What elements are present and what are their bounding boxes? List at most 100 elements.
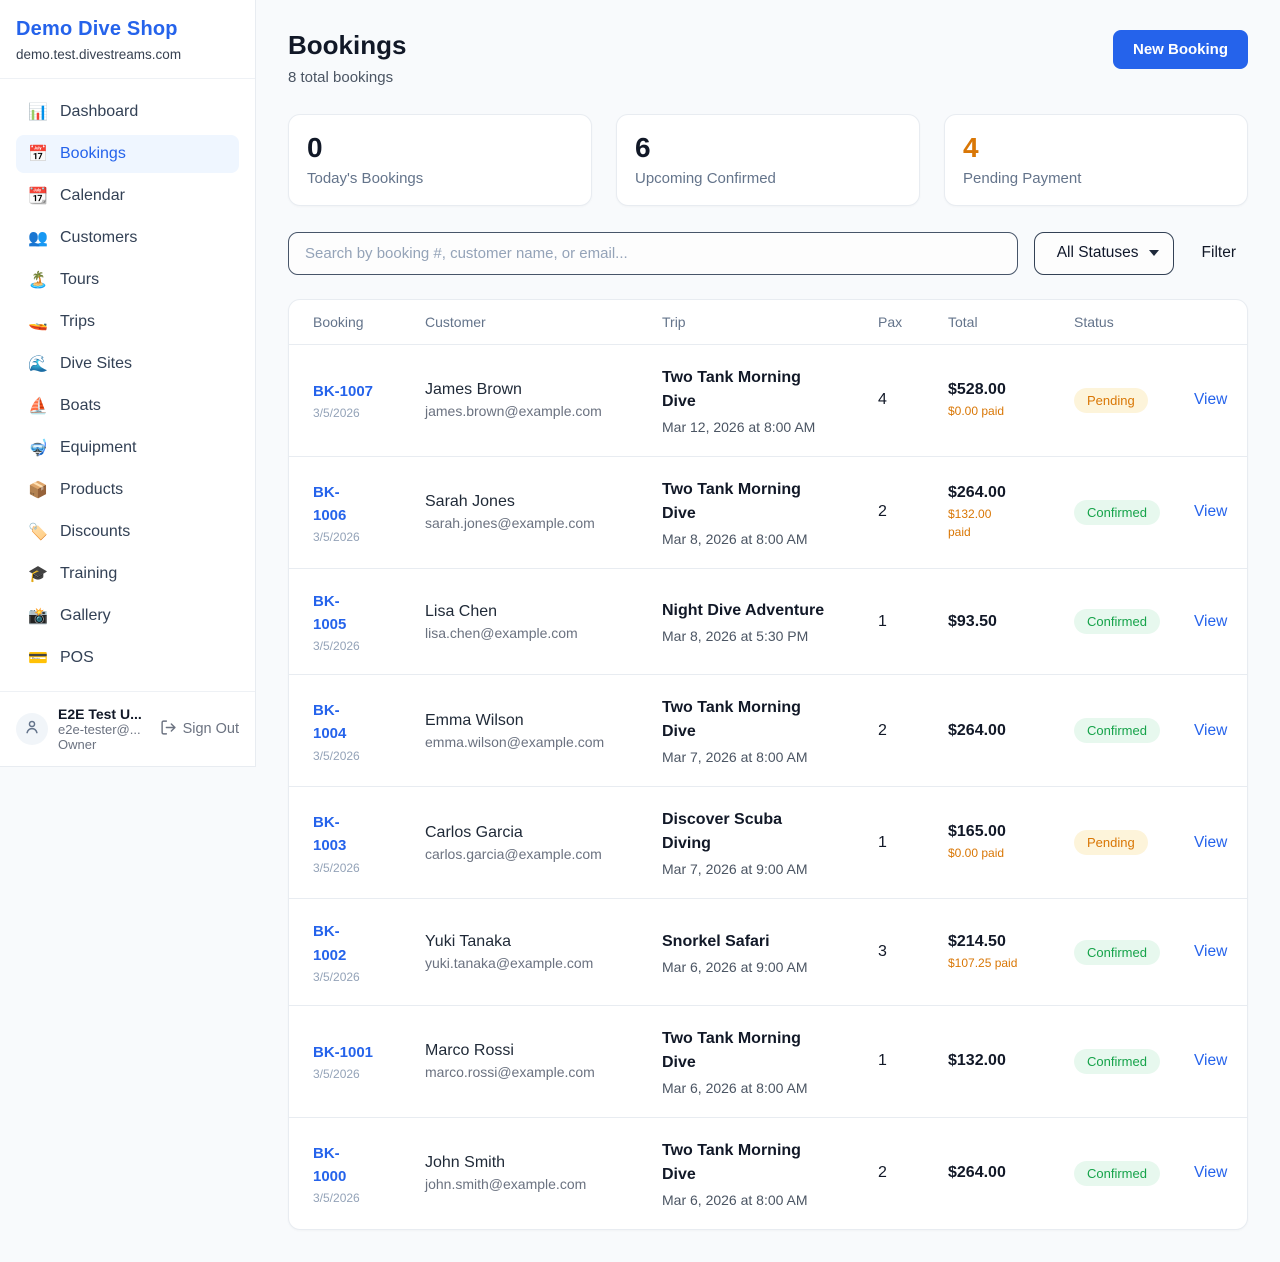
- view-link[interactable]: View: [1194, 391, 1228, 409]
- trip-cell: Snorkel Safari Mar 6, 2026 at 9:00 AM: [662, 930, 878, 975]
- sidebar-item-label: POS: [60, 649, 94, 666]
- sidebar-item-trips[interactable]: 🚤 Trips: [16, 303, 239, 341]
- view-link[interactable]: View: [1194, 943, 1228, 961]
- user-role: Owner: [58, 737, 97, 752]
- page-header: Bookings 8 total bookings New Booking: [288, 30, 1248, 86]
- sidebar-item-products[interactable]: 📦 Products: [16, 471, 239, 509]
- shop-name: Demo Dive Shop: [16, 18, 178, 40]
- sidebar-item-label: Boats: [60, 397, 101, 414]
- graduation-cap-icon: 🎓: [28, 566, 48, 583]
- booking-id-link[interactable]: BK- 1005: [313, 592, 347, 634]
- logout-icon: [160, 719, 177, 740]
- view-link[interactable]: View: [1194, 503, 1228, 521]
- trip-datetime: Mar 6, 2026 at 8:00 AM: [662, 1191, 808, 1208]
- trip-cell: Night Dive Adventure Mar 8, 2026 at 5:30…: [662, 599, 878, 644]
- view-link[interactable]: View: [1194, 833, 1228, 851]
- sidebar-item-tours[interactable]: 🏝️ Tours: [16, 261, 239, 299]
- sidebar-item-customers[interactable]: 👥 Customers: [16, 219, 239, 257]
- people-icon: 👥: [28, 230, 48, 247]
- sidebar-item-label: Training: [60, 565, 118, 582]
- table-header-row: Booking Customer Trip Pax Total Status: [289, 300, 1247, 345]
- sidebar-item-label: Bookings: [60, 145, 126, 162]
- booking-date: 3/5/2026: [313, 748, 360, 763]
- status-cell: Confirmed: [1074, 718, 1194, 744]
- view-link[interactable]: View: [1194, 1052, 1228, 1070]
- actions-cell: View: [1194, 834, 1227, 852]
- column-header-trip: Trip: [662, 313, 686, 330]
- customer-cell: Carlos Garcia carlos.garcia@example.com: [425, 824, 662, 862]
- column-header-booking: Booking: [313, 313, 364, 330]
- table-row: BK- 1002 3/5/2026 Yuki Tanaka yuki.tanak…: [289, 899, 1247, 1006]
- bar-chart-icon: 📊: [28, 104, 48, 121]
- actions-cell: View: [1194, 943, 1227, 961]
- status-badge: Pending: [1074, 830, 1148, 856]
- view-link[interactable]: View: [1194, 721, 1228, 739]
- filter-button[interactable]: Filter: [1190, 244, 1248, 262]
- booking-cell: BK-1007 3/5/2026: [313, 380, 425, 420]
- booking-id-link[interactable]: BK-1007: [313, 383, 374, 401]
- total-cell: $264.00: [948, 1164, 1074, 1182]
- sidebar-item-bookings[interactable]: 📅 Bookings: [16, 135, 239, 173]
- booking-date: 3/5/2026: [313, 530, 360, 545]
- credit-card-icon: 💳: [28, 650, 48, 667]
- table-row: BK- 1006 3/5/2026 Sarah Jones sarah.jone…: [289, 457, 1247, 569]
- booking-id-link[interactable]: BK- 1003: [313, 814, 347, 855]
- booking-cell: BK- 1006 3/5/2026: [313, 481, 425, 545]
- actions-cell: View: [1194, 1164, 1227, 1182]
- customer-cell: Marco Rossi marco.rossi@example.com: [425, 1042, 662, 1080]
- sign-out-label: Sign Out: [182, 721, 239, 737]
- sidebar-item-dive-sites[interactable]: 🌊 Dive Sites: [16, 345, 239, 383]
- booking-id-link[interactable]: BK- 1006: [313, 483, 347, 524]
- page-title: Bookings: [288, 30, 407, 60]
- sidebar-item-dashboard[interactable]: 📊 Dashboard: [16, 93, 239, 131]
- booking-cell: BK- 1004 3/5/2026: [313, 699, 425, 763]
- booking-id-link[interactable]: BK- 1000: [313, 1144, 347, 1185]
- user-name: E2E Test U...: [58, 706, 142, 722]
- sidebar-item-calendar[interactable]: 📆 Calendar: [16, 177, 239, 215]
- sidebar-item-discounts[interactable]: 🏷️ Discounts: [16, 513, 239, 551]
- new-booking-button[interactable]: New Booking: [1112, 30, 1248, 69]
- total-cell: $264.00: [948, 722, 1074, 740]
- pax-cell: 3: [878, 943, 887, 961]
- trip-cell: Two Tank Morning Dive Mar 6, 2026 at 8:0…: [662, 1139, 878, 1208]
- chevron-down-icon: [1148, 250, 1159, 257]
- total-amount: $93.50: [948, 612, 997, 630]
- customer-email: sarah.jones@example.com: [425, 515, 595, 532]
- sidebar-item-label: Gallery: [60, 607, 111, 624]
- booking-id-link[interactable]: BK- 1002: [313, 923, 347, 964]
- customer-cell: James Brown james.brown@example.com: [425, 381, 662, 419]
- customer-email: marco.rossi@example.com: [425, 1064, 595, 1081]
- customer-name: Yuki Tanaka: [425, 933, 511, 951]
- total-cell: $165.00 $0.00 paid: [948, 823, 1074, 862]
- trip-name: Two Tank Morning Dive: [662, 1141, 801, 1183]
- sidebar-item-pos[interactable]: 💳 POS: [16, 639, 239, 677]
- view-link[interactable]: View: [1194, 1164, 1228, 1182]
- sidebar-item-gallery[interactable]: 📸 Gallery: [16, 597, 239, 635]
- status-filter-select[interactable]: All Statuses: [1033, 231, 1174, 275]
- trip-cell: Two Tank Morning Dive Mar 12, 2026 at 8:…: [662, 366, 878, 435]
- sidebar-item-label: Products: [60, 481, 124, 498]
- price-tag-icon: 🏷️: [28, 524, 48, 541]
- pax-cell: 1: [878, 612, 887, 630]
- sidebar-item-training[interactable]: 🎓 Training: [16, 555, 239, 593]
- stat-card-pending-payment: 4 Pending Payment: [944, 114, 1248, 206]
- sidebar-item-boats[interactable]: ⛵ Boats: [16, 387, 239, 425]
- booking-id-link[interactable]: BK-1001: [313, 1044, 374, 1062]
- column-header-pax: Pax: [878, 313, 903, 330]
- booking-date: 3/5/2026: [313, 406, 360, 421]
- column-header-customer: Customer: [425, 313, 486, 330]
- tear-off-calendar-icon: 📆: [28, 188, 48, 205]
- total-amount: $165.00: [948, 823, 1006, 841]
- avatar: [16, 713, 48, 745]
- booking-id-link[interactable]: BK- 1004: [313, 702, 347, 743]
- view-link[interactable]: View: [1194, 612, 1228, 630]
- sidebar-user-footer: E2E Test U... e2e-tester@... Owner Sign …: [0, 691, 255, 766]
- total-cell: $214.50 $107.25 paid: [948, 933, 1074, 972]
- stat-label: Pending Payment: [963, 169, 1082, 187]
- status-badge: Confirmed: [1074, 718, 1160, 744]
- search-input[interactable]: [288, 231, 1018, 275]
- trip-name: Two Tank Morning Dive: [662, 1029, 801, 1071]
- sidebar-item-equipment[interactable]: 🤿 Equipment: [16, 429, 239, 467]
- sign-out-button[interactable]: Sign Out: [160, 719, 239, 740]
